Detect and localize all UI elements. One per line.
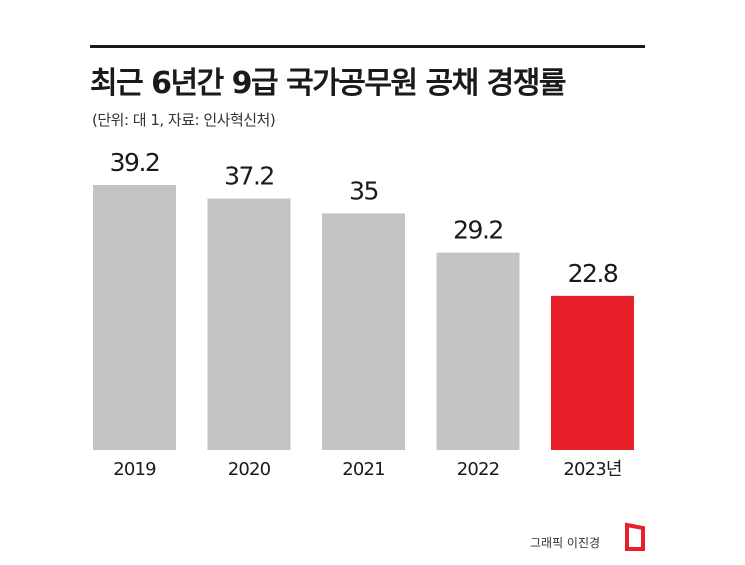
publisher-logo-icon [625, 522, 645, 551]
top-rule [90, 45, 645, 48]
category-label: 2019 [113, 459, 156, 480]
bar-2023년 [551, 295, 634, 450]
bar-2020 [207, 198, 291, 450]
chart-title: 최근 6년간 9급 국가공무원 공채 경쟁률 [90, 66, 566, 101]
category-label: 2021 [342, 459, 385, 480]
bar-2019 [93, 185, 176, 450]
bar-value-label: 37.2 [224, 162, 274, 191]
bar-value-label: 29.2 [453, 216, 503, 245]
bar-2022 [436, 252, 520, 450]
category-label: 2022 [457, 459, 500, 480]
graphic-credit: 그래픽 이진경 [530, 536, 601, 550]
category-label: 2020 [228, 459, 271, 480]
bar-value-label: 35 [349, 176, 378, 205]
bar-2021 [322, 213, 405, 450]
category-label: 2023년 [563, 459, 621, 480]
chart-subtitle: (단위: 대 1, 자료: 인사혁신처) [92, 111, 276, 129]
bar-value-label: 39.2 [110, 148, 160, 177]
bar-value-label: 22.8 [568, 259, 618, 288]
